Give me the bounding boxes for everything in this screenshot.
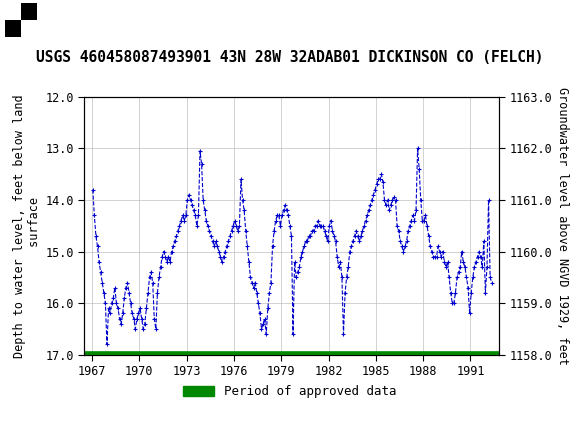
Bar [21,20,37,37]
Text: USGS: USGS [44,11,99,29]
Bar [5,3,21,20]
Y-axis label: Groundwater level above NGVD 1929, feet: Groundwater level above NGVD 1929, feet [556,87,569,365]
Legend: Period of approved data: Period of approved data [178,381,402,403]
Text: USGS 460458087493901 43N 28W 32ADAB01 DICKINSON CO (FELCH): USGS 460458087493901 43N 28W 32ADAB01 DI… [36,50,544,65]
Y-axis label: Depth to water level, feet below land
 surface: Depth to water level, feet below land su… [13,94,41,358]
Bar [21,3,37,20]
Bar [5,20,21,37]
